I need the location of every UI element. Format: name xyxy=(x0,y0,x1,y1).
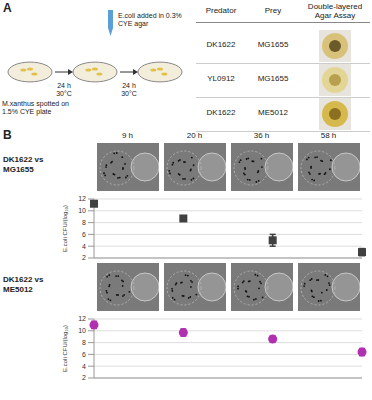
svg-text:6: 6 xyxy=(82,351,86,358)
svg-text:8: 8 xyxy=(82,219,86,226)
html-text:E.coli added in 0.3% CYE agar: E.coli added in 0.3% CYE agar xyxy=(118,12,182,27)
html-text:24 h: 24 h xyxy=(122,82,136,89)
svg-text:2: 2 xyxy=(82,254,86,261)
html-text:Prey: Prey xyxy=(264,6,282,15)
svg-text:E.coli CFU/(log₁₀): E.coli CFU/(log₁₀) xyxy=(62,325,68,372)
html-text:30°C: 30°C xyxy=(121,90,137,97)
html-text:Predator: Predator xyxy=(205,6,237,15)
html-text:A: A xyxy=(3,1,12,15)
html-text:DK1622: DK1622 xyxy=(206,108,236,117)
svg-text:E.coli CFU/(log₁₀): E.coli CFU/(log₁₀) xyxy=(62,205,68,252)
html-text:DK1622: DK1622 xyxy=(206,40,236,49)
svg-text:10: 10 xyxy=(78,327,86,334)
svg-text:12: 12 xyxy=(78,315,86,322)
html-text:MG1655: MG1655 xyxy=(257,74,289,83)
html-text:M.xanthus spotted on 1.5% CYE: M.xanthus spotted on 1.5% CYE plate xyxy=(2,100,69,115)
svg-text:4: 4 xyxy=(82,363,86,370)
html-text:Double-layered Agar Assay: Double-layered Agar Assay xyxy=(307,2,363,20)
html-text:YL0912: YL0912 xyxy=(207,74,235,83)
html-text:9 h: 9 h xyxy=(121,131,134,140)
svg-text:2: 2 xyxy=(82,374,86,381)
html-text:DK1622 vs ME5012: DK1622 vs ME5012 xyxy=(3,275,44,294)
html-text:30°C: 30°C xyxy=(56,90,72,97)
html-text:MG1655: MG1655 xyxy=(257,40,289,49)
html-text:36 h: 36 h xyxy=(253,131,270,140)
svg-text:8: 8 xyxy=(82,339,86,346)
html-text:DK1622 vs MG1655: DK1622 vs MG1655 xyxy=(3,155,44,174)
html-text:B: B xyxy=(3,128,12,142)
html-text:20 h: 20 h xyxy=(186,131,203,140)
svg-text:12: 12 xyxy=(78,195,86,202)
svg-text:4: 4 xyxy=(82,243,86,250)
html-text:24 h: 24 h xyxy=(57,82,71,89)
html-text:ME5012: ME5012 xyxy=(258,108,288,117)
svg-text:6: 6 xyxy=(82,231,86,238)
html-text:58 h: 58 h xyxy=(320,131,337,140)
svg-text:10: 10 xyxy=(78,207,86,214)
